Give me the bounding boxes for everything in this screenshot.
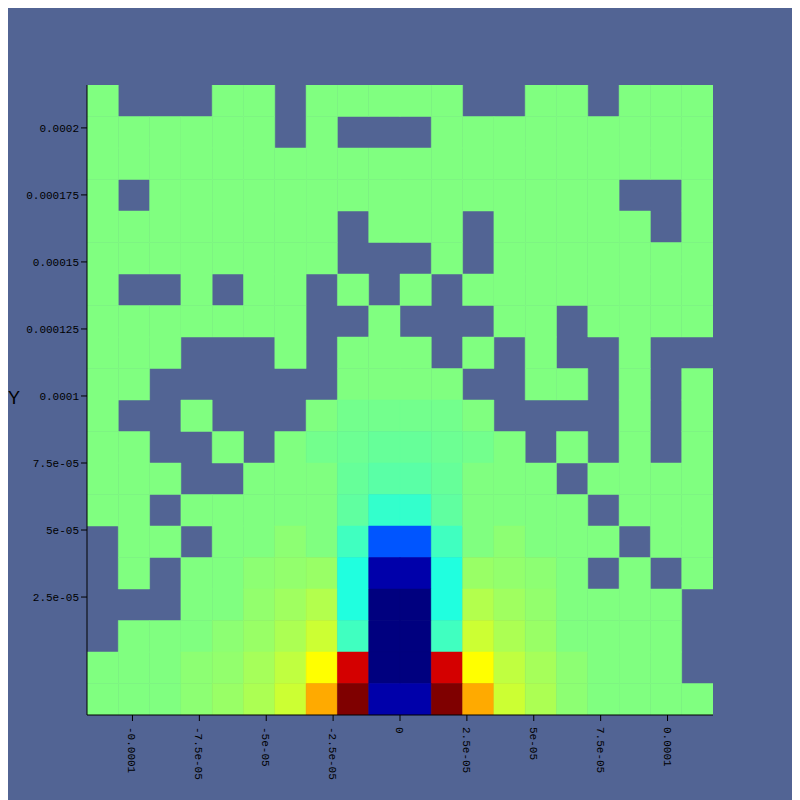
svg-text:2.5e-05: 2.5e-05 — [460, 727, 472, 773]
svg-text:0.0002: 0.0002 — [39, 123, 79, 135]
html-text:Y: Y — [8, 388, 20, 408]
svg-text:-7.5e-05: -7.5e-05 — [192, 727, 204, 780]
svg-text:0.000125: 0.000125 — [26, 324, 79, 336]
svg-text:7.5e-05: 7.5e-05 — [594, 727, 606, 773]
svg-text:5e-05: 5e-05 — [46, 525, 79, 537]
svg-text:7.5e-05: 7.5e-05 — [33, 458, 79, 470]
svg-text:0.0001: 0.0001 — [661, 727, 673, 767]
svg-text:-0.0001: -0.0001 — [125, 727, 137, 774]
svg-text:0.00015: 0.00015 — [33, 257, 79, 269]
svg-text:0.000175: 0.000175 — [26, 190, 79, 202]
svg-text:0: 0 — [393, 727, 405, 734]
svg-text:0.0001: 0.0001 — [39, 391, 79, 403]
svg-text:-2.5e-05: -2.5e-05 — [326, 727, 338, 780]
svg-text:5e-05: 5e-05 — [527, 727, 539, 760]
svg-text:2.5e-05: 2.5e-05 — [33, 592, 79, 604]
svg-text:-5e-05: -5e-05 — [259, 727, 271, 767]
